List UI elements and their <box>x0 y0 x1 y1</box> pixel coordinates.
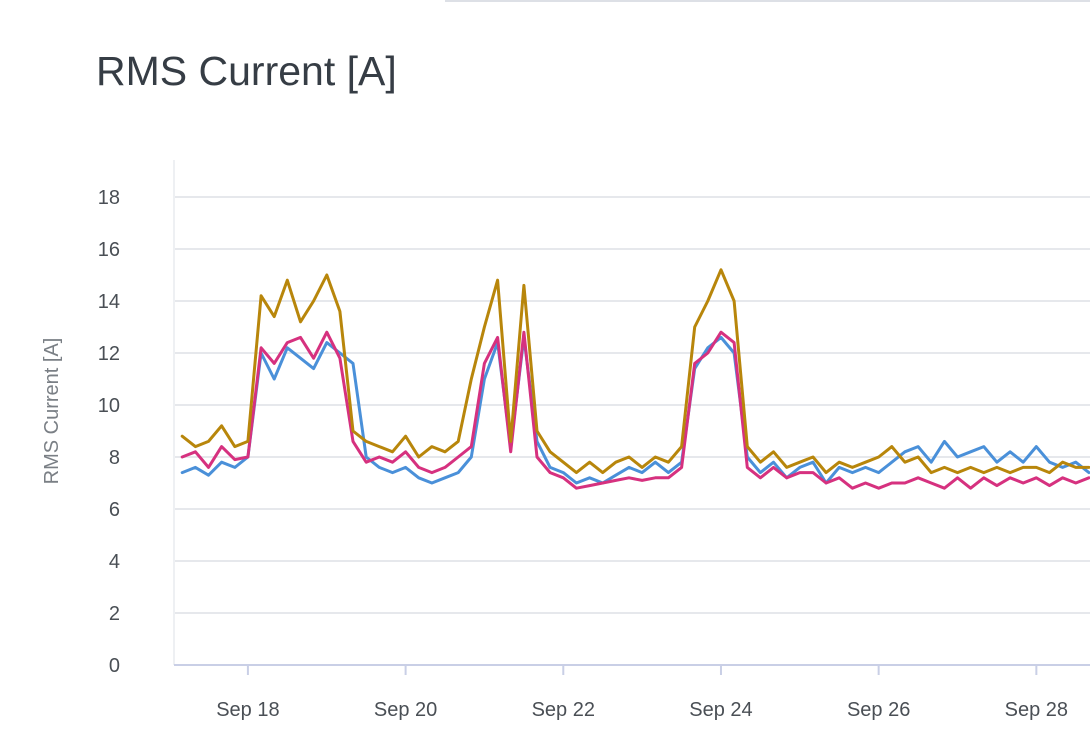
y-tick-label: 10 <box>98 395 120 417</box>
y-tick-label: 6 <box>109 499 120 521</box>
x-tick-label: Sep 28 <box>1005 699 1068 721</box>
y-tick-label: 0 <box>109 655 120 677</box>
x-tick-label: Sep 26 <box>847 699 910 721</box>
y-axis-label: RMS Current [A] <box>41 338 63 485</box>
y-tick-label: 2 <box>109 603 120 625</box>
y-tick-label: 4 <box>109 551 120 573</box>
x-tick-label: Sep 18 <box>216 699 279 721</box>
x-tick-label: Sep 20 <box>374 699 437 721</box>
x-tick-label: Sep 24 <box>689 699 752 721</box>
series-line-2 <box>180 330 1090 490</box>
series-line-3 <box>180 268 1090 475</box>
x-tick-label: Sep 22 <box>532 699 595 721</box>
y-tick-label: 16 <box>98 239 120 261</box>
axes: 0 2 4 6 8 10 12 14 16 18 Sep 18 Sep 20 Sep 22 Sep 24 S… <box>98 160 1090 721</box>
page-title: RMS Current [A] <box>96 48 397 94</box>
grid <box>174 196 1090 614</box>
series-group <box>180 268 1090 490</box>
y-tick-label: 12 <box>98 343 120 365</box>
top-divider <box>445 0 1090 2</box>
y-tick-label: 14 <box>98 291 120 313</box>
y-tick-label: 8 <box>109 447 120 469</box>
y-tick-label: 18 <box>98 187 120 209</box>
